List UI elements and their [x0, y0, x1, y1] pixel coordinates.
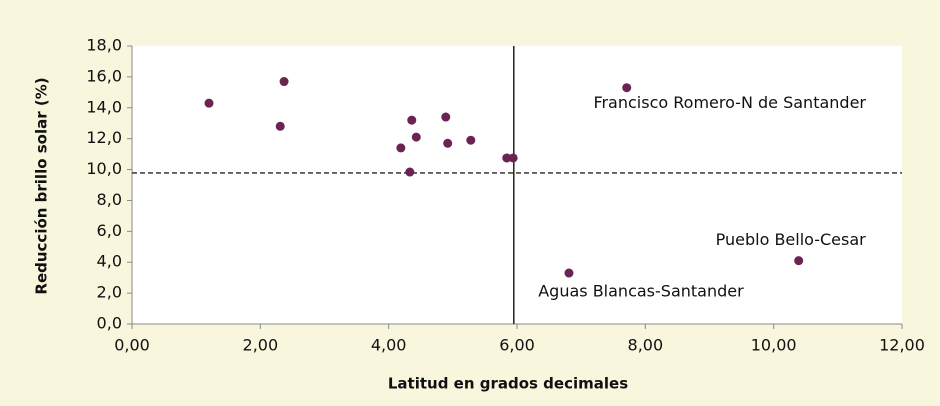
point	[502, 153, 512, 163]
y-tick-label: 14,0	[86, 97, 122, 116]
point-label: Francisco Romero-N de Santander	[593, 93, 866, 112]
point-label: Aguas Blancas-Santander	[538, 282, 744, 301]
point	[443, 138, 453, 148]
x-tick-label: 4,00	[371, 336, 407, 355]
y-tick-label: 2,0	[97, 283, 122, 302]
x-tick-label: 10,00	[751, 336, 797, 355]
y-tick-label: 8,0	[97, 190, 122, 209]
x-tick-label: 2,00	[243, 336, 279, 355]
point	[508, 153, 518, 163]
point	[405, 167, 415, 177]
point	[441, 112, 451, 122]
x-tick-label: 0,00	[114, 336, 150, 355]
point	[411, 132, 421, 142]
y-tick-label: 0,0	[97, 314, 122, 333]
plot-area	[132, 46, 902, 324]
point	[407, 115, 417, 125]
point	[794, 256, 804, 266]
point	[466, 135, 476, 145]
y-tick-label: 6,0	[97, 221, 122, 240]
y-axis-title: Reducción brillo solar (%)	[33, 77, 51, 294]
y-tick-label: 12,0	[86, 128, 122, 147]
x-axis-title: Latitud en grados decimales	[388, 375, 628, 393]
point	[564, 268, 574, 278]
y-tick-label: 10,0	[86, 159, 122, 178]
point-label: Pueblo Bello-Cesar	[716, 230, 867, 249]
y-tick-label: 16,0	[86, 66, 122, 85]
point	[275, 121, 285, 131]
y-tick-label: 18,0	[86, 36, 122, 55]
x-tick-label: 8,00	[628, 336, 664, 355]
point	[396, 143, 406, 153]
point	[279, 77, 289, 87]
point	[204, 98, 214, 108]
y-tick-label: 4,0	[97, 252, 122, 271]
x-tick-label: 6,00	[499, 336, 535, 355]
x-tick-label: 12,00	[879, 336, 925, 355]
point	[622, 83, 632, 93]
